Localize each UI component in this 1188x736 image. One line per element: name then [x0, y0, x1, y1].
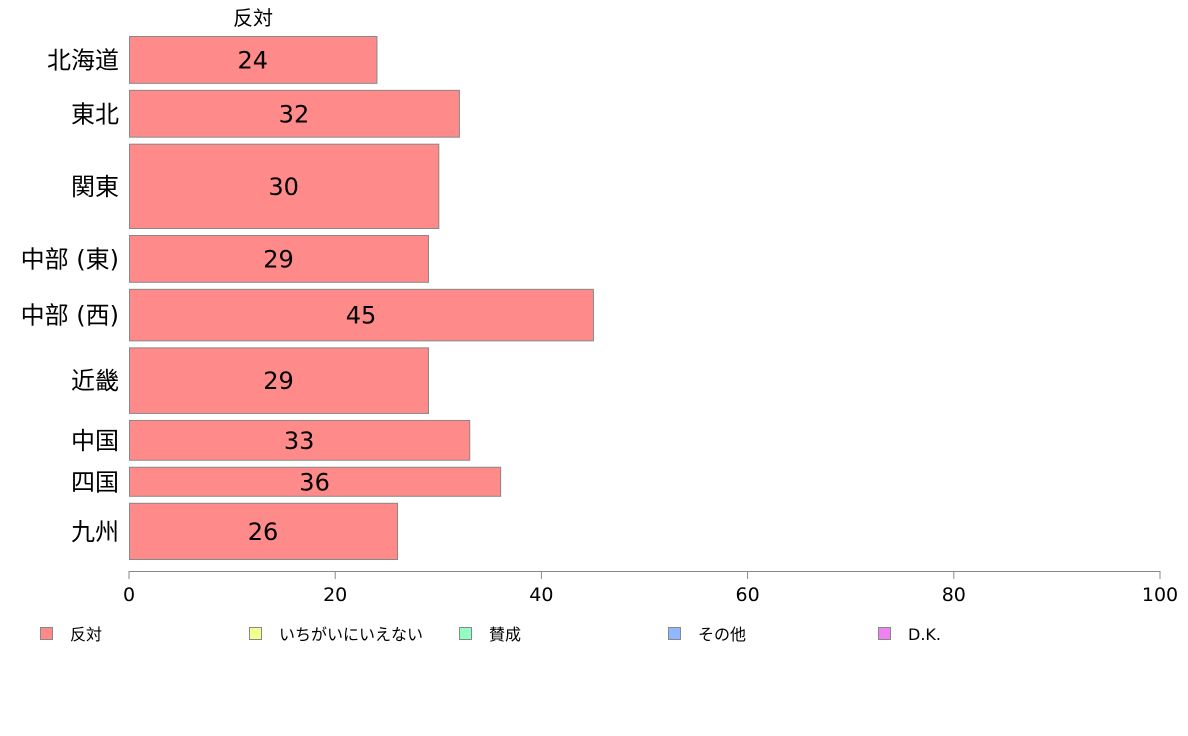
- data-label: 26: [248, 518, 279, 546]
- data-label: 29: [263, 245, 294, 273]
- category-label: 四国: [71, 468, 119, 496]
- category-label: 中部 (西): [21, 302, 119, 330]
- x-tick-label: 100: [1142, 584, 1178, 606]
- data-label: 30: [268, 173, 299, 201]
- category-label: 関東: [71, 173, 119, 201]
- bar: [129, 234, 429, 283]
- legend-swatch: [40, 627, 53, 640]
- legend-label: いちがいにいえない: [279, 625, 423, 644]
- legend-label: 反対: [70, 625, 102, 644]
- data-label: 29: [263, 367, 294, 395]
- legend-swatch: [668, 627, 681, 640]
- x-tick-label: 20: [323, 584, 347, 606]
- legend: 反対 いちがいにいえない 賛成 その他 D.K.: [40, 625, 941, 644]
- x-tick-label: 60: [736, 584, 760, 606]
- x-tick-label: 0: [123, 584, 135, 606]
- bar: [129, 143, 440, 229]
- x-tick-label: 80: [942, 584, 966, 606]
- x-tick-label: 40: [529, 584, 553, 606]
- data-label: 32: [279, 100, 310, 128]
- data-label: 45: [346, 302, 377, 330]
- legend-swatch: [249, 627, 262, 640]
- bar: [129, 288, 594, 342]
- category-label: 中部 (東): [21, 245, 119, 273]
- bar: [129, 466, 502, 497]
- data-label: 33: [284, 427, 315, 455]
- category-label: 東北: [71, 100, 119, 128]
- bar: [129, 36, 378, 84]
- data-label: 36: [299, 468, 330, 496]
- category-label: 中国: [71, 427, 119, 455]
- x-axis: 0 20 40 60 80 100: [123, 571, 1178, 606]
- bar: [129, 419, 471, 461]
- legend-swatch: [459, 627, 472, 640]
- legend-swatch: [878, 627, 891, 640]
- bars-group: 北海道 24 東北 32 関東 30 中部 (東) 29 中部 (西) 45 近畿 29 中国 33 四国 3…: [21, 36, 594, 561]
- bar: [129, 89, 460, 138]
- legend-label: その他: [698, 625, 746, 644]
- category-label: 近畿: [71, 367, 119, 395]
- category-label: 北海道: [47, 46, 119, 74]
- category-label: 九州: [71, 518, 119, 546]
- data-label: 24: [237, 46, 268, 74]
- series-title: 反対: [233, 6, 273, 30]
- bar: [129, 502, 399, 561]
- bar: [129, 347, 429, 414]
- legend-label: 賛成: [489, 625, 521, 644]
- legend-label: D.K.: [908, 625, 941, 644]
